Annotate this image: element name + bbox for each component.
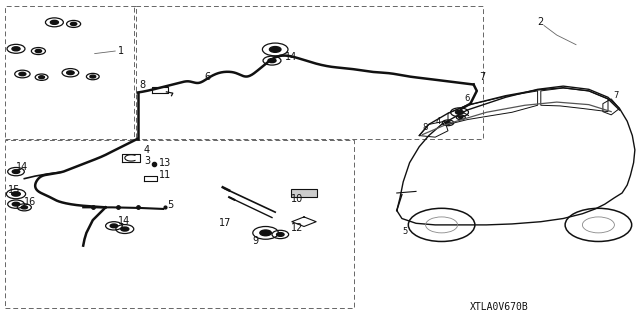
- Text: 7: 7: [613, 91, 618, 100]
- Circle shape: [90, 75, 96, 78]
- Text: 13: 13: [159, 158, 171, 168]
- Circle shape: [269, 47, 281, 52]
- Text: 3: 3: [144, 156, 150, 166]
- Text: 16: 16: [24, 197, 36, 207]
- Text: 1: 1: [118, 46, 125, 56]
- Circle shape: [70, 22, 77, 26]
- Text: 6: 6: [205, 71, 211, 82]
- Circle shape: [38, 76, 45, 79]
- Circle shape: [276, 233, 284, 236]
- Circle shape: [121, 227, 129, 231]
- Circle shape: [21, 206, 28, 209]
- Circle shape: [459, 116, 463, 118]
- Text: 9: 9: [253, 236, 259, 246]
- Text: 5: 5: [402, 227, 407, 236]
- Text: 5: 5: [168, 200, 174, 210]
- Text: 14: 14: [16, 161, 28, 172]
- Text: 7: 7: [479, 71, 485, 82]
- Bar: [5, 140, 354, 308]
- Text: 14: 14: [118, 216, 131, 226]
- Circle shape: [268, 59, 276, 63]
- Circle shape: [12, 202, 20, 206]
- Text: 2: 2: [538, 17, 544, 27]
- Circle shape: [51, 20, 58, 24]
- Text: 8: 8: [140, 79, 146, 90]
- Text: 17: 17: [219, 218, 231, 228]
- Circle shape: [35, 49, 42, 53]
- Circle shape: [12, 170, 20, 174]
- Text: 4: 4: [144, 145, 150, 155]
- Circle shape: [12, 192, 20, 196]
- Text: 15: 15: [8, 185, 20, 195]
- Text: 10: 10: [291, 194, 303, 204]
- Bar: [134, 6, 483, 139]
- Circle shape: [12, 47, 20, 51]
- Circle shape: [67, 71, 74, 75]
- Text: 4: 4: [435, 117, 440, 126]
- Bar: [5, 6, 136, 139]
- Text: XTLA0V670B: XTLA0V670B: [470, 302, 529, 312]
- Circle shape: [19, 72, 26, 76]
- Bar: [291, 189, 317, 197]
- Text: 11: 11: [159, 170, 171, 180]
- Text: 6: 6: [464, 94, 469, 103]
- Text: 12: 12: [291, 223, 303, 233]
- Circle shape: [260, 230, 271, 236]
- Text: 8: 8: [422, 123, 428, 132]
- Circle shape: [456, 110, 463, 114]
- Circle shape: [110, 224, 118, 228]
- Text: 14: 14: [285, 52, 297, 63]
- Circle shape: [445, 122, 451, 124]
